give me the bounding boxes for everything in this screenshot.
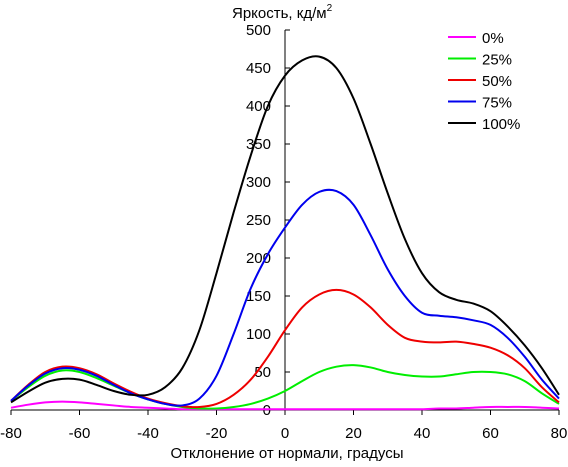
legend-label: 75% — [482, 95, 512, 112]
x-tick-label: 40 — [414, 425, 431, 442]
y-axis-title-superscript: 2 — [327, 3, 333, 14]
y-tick-label: 150 — [246, 288, 271, 305]
legend-label: 50% — [482, 73, 512, 90]
y-tick-label: 200 — [246, 250, 271, 267]
x-tick-label: 80 — [551, 425, 568, 442]
y-tick-label: 300 — [246, 174, 271, 191]
x-tick-label: -40 — [137, 425, 159, 442]
series-line-2 — [10, 288, 560, 409]
y-tick-label: 350 — [246, 136, 271, 153]
y-tick-label: 50 — [254, 364, 271, 381]
y-tick-label: 100 — [246, 326, 271, 343]
legend-label: 100% — [482, 116, 520, 133]
x-tick-label: -80 — [0, 425, 22, 442]
legend-label: 0% — [482, 30, 504, 47]
x-axis-ticks: -80 -60 -40 -20 0 20 40 60 80 — [0, 410, 567, 442]
series-lines — [10, 55, 560, 411]
y-tick-label: 0 — [263, 402, 271, 419]
x-tick-label: -20 — [206, 425, 228, 442]
y-axis-ticks: 0 50 100 150 200 250 300 350 400 450 500 — [246, 22, 290, 419]
x-tick-label: -60 — [69, 425, 91, 442]
x-tick-label: 20 — [345, 425, 362, 442]
x-tick-label: 0 — [281, 425, 289, 442]
y-axis-title-text: Яркость, кд/м — [232, 5, 327, 22]
series-line-0 — [10, 400, 560, 411]
x-tick-label: 60 — [482, 425, 499, 442]
series-line-3 — [10, 188, 560, 407]
y-tick-label: 450 — [246, 60, 271, 77]
y-tick-label: 400 — [246, 98, 271, 115]
series-line-1 — [10, 364, 560, 410]
y-axis-title: Яркость, кд/м2 — [232, 3, 333, 22]
y-tick-label: 250 — [246, 212, 271, 229]
legend-label: 25% — [482, 52, 512, 69]
legend: 0% 25% 50% 75% 100% — [448, 30, 520, 133]
y-tick-label: 500 — [246, 22, 271, 39]
x-axis-title: Отклонение от нормали, градусы — [171, 445, 404, 462]
series-line-4 — [10, 55, 560, 404]
